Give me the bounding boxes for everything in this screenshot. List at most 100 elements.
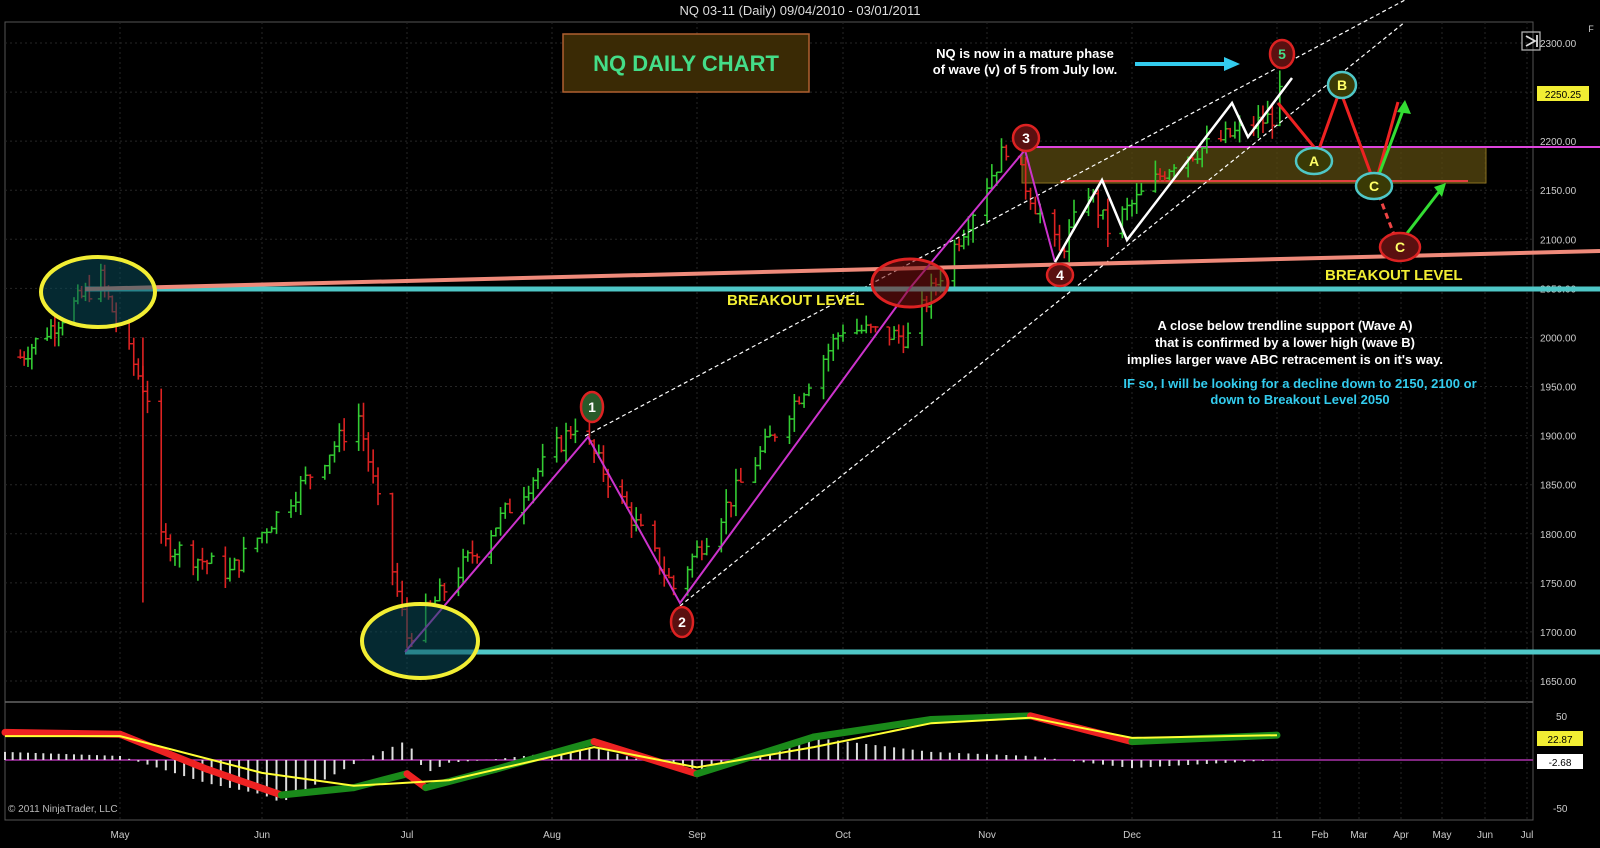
ohlc-bar [840, 324, 846, 342]
time-tick-label: Jun [254, 830, 270, 841]
july-low-ellipse [360, 602, 480, 680]
macd-segment [203, 765, 285, 799]
price-tick-label: 1900.00 [1540, 432, 1577, 443]
ohlc-bar [1104, 198, 1111, 248]
wave-1-marker: 1 [579, 390, 605, 424]
note2-line1: IF so, I will be looking for a decline d… [1123, 376, 1476, 391]
ohlc-bar [176, 541, 183, 568]
macd-segment [492, 738, 598, 773]
note1-line1: A close below trendline support (Wave A) [1158, 318, 1413, 333]
ohlc-bar [737, 467, 744, 483]
time-tick-label: Jul [401, 830, 414, 841]
price-tick-label: 2150.00 [1540, 186, 1577, 197]
wave-5-marker: 5 [1268, 38, 1296, 70]
time-axis: May Jun Jul Aug Sep Oct Nov Dec 11 Feb Mar Apr May Ju… [111, 830, 1534, 841]
price-axis: 2300.002250.002200.002150.002100.002050.… [1540, 39, 1577, 688]
ohlc-bar [1138, 182, 1145, 196]
price-tick-label: 1850.00 [1540, 481, 1577, 492]
title-box-text: NQ DAILY CHART [593, 51, 779, 76]
wave-label: C [1369, 178, 1379, 194]
macd-signal-line [5, 716, 1278, 787]
time-tick-label: Oct [835, 830, 851, 841]
ohlc-bar [872, 326, 879, 333]
price-tick-label: 2300.00 [1540, 39, 1577, 50]
macd-segment [1, 728, 124, 738]
wave-label: 1 [588, 399, 596, 415]
channel-lower-line [679, 21, 1406, 607]
breakout-label-left: BREAKOUT LEVEL [727, 292, 865, 309]
ohlc-bar [273, 511, 280, 535]
note2-line2: down to Breakout Level 2050 [1210, 392, 1389, 407]
macd-segment [277, 784, 358, 799]
wave-label: 5 [1278, 46, 1286, 62]
channel-upper-line [584, 0, 1406, 437]
wave-c-marker: C [1354, 171, 1394, 201]
plot-frame [4, 21, 1534, 821]
grid [5, 22, 1533, 820]
ohlc-bar [240, 536, 247, 573]
price-tick-label: 2100.00 [1540, 235, 1577, 246]
elliott-wave-path [404, 147, 1056, 653]
time-tick-label: Apr [1393, 830, 1409, 841]
wave-a-marker: A [1294, 146, 1334, 176]
f-icon: F [1588, 24, 1594, 34]
ohlc-bar [32, 337, 39, 355]
wave-label: B [1337, 77, 1347, 93]
window-title: NQ 03-11 (Daily) 09/04/2010 - 03/01/2011 [680, 3, 921, 18]
ohlc-bar [1003, 144, 1010, 161]
ohlc-bar [441, 582, 448, 601]
ohlc-bar [539, 443, 546, 477]
macd-segment [927, 712, 1034, 724]
top-note-line1: NQ is now in a mature phase [936, 46, 1114, 61]
note1-line2: that is confirmed by a lower high (wave … [1155, 335, 1415, 350]
ohlc-bar [637, 513, 644, 527]
ohlc-bar [1171, 164, 1178, 178]
time-tick-label: Dec [1123, 830, 1141, 841]
macd-value-badge [1537, 731, 1583, 746]
wave-3-marker: 3 [1011, 123, 1041, 153]
time-tick-label: Jul [1521, 830, 1534, 841]
projection-up-arrow-1 [1373, 104, 1407, 186]
price-tick-label: 1750.00 [1540, 579, 1577, 590]
macd-tick-minus50: -50 [1553, 804, 1568, 815]
price-tick-label: 1950.00 [1540, 383, 1577, 394]
copyright-text: © 2011 NinjaTrader, LLC [8, 804, 118, 815]
price-tick-label: 1650.00 [1540, 677, 1577, 688]
arrow-head-1 [1397, 100, 1411, 114]
time-tick-label: Aug [543, 830, 561, 841]
price-tick-label: 2200.00 [1540, 137, 1577, 148]
time-tick-label: May [111, 830, 130, 841]
note1-line3: implies larger wave ABC retracement is o… [1127, 352, 1443, 367]
ohlc-bar [1203, 125, 1210, 154]
breakout-ellipse [870, 257, 950, 309]
ohlc-bar [771, 433, 778, 442]
ohlc-bar [375, 467, 381, 506]
macd-segment [693, 733, 818, 778]
macd-segment [810, 716, 935, 741]
resistance-zone [1021, 146, 1487, 184]
wave-4-marker: 4 [1045, 262, 1075, 288]
ohlc-bar [144, 380, 151, 414]
rising-trendline [84, 249, 1600, 291]
ohlc-bar [805, 383, 812, 397]
ohlc-bar [970, 211, 977, 243]
signal-value-badge [1537, 754, 1583, 769]
macd-tick-50: 50 [1556, 712, 1568, 723]
time-tick-label: Nov [978, 830, 996, 841]
scroll-right-icon[interactable] [1521, 31, 1541, 51]
macd-value-text: 22.87 [1547, 735, 1572, 746]
wave-label: 4 [1056, 267, 1064, 283]
wave-label: A [1309, 153, 1319, 169]
signal-value-text: -2.68 [1549, 758, 1572, 769]
wave-2-marker: 2 [669, 605, 695, 639]
wave-label: 3 [1022, 130, 1030, 146]
ohlc-bar [307, 474, 314, 490]
top-note-arrow-head [1224, 57, 1240, 71]
wave-label: C [1395, 239, 1405, 255]
price-tick-label: 2000.00 [1540, 333, 1577, 344]
wave-label: 2 [678, 614, 686, 630]
breakout-label-right: BREAKOUT LEVEL [1325, 267, 1463, 284]
ohlc-bar [506, 498, 513, 514]
